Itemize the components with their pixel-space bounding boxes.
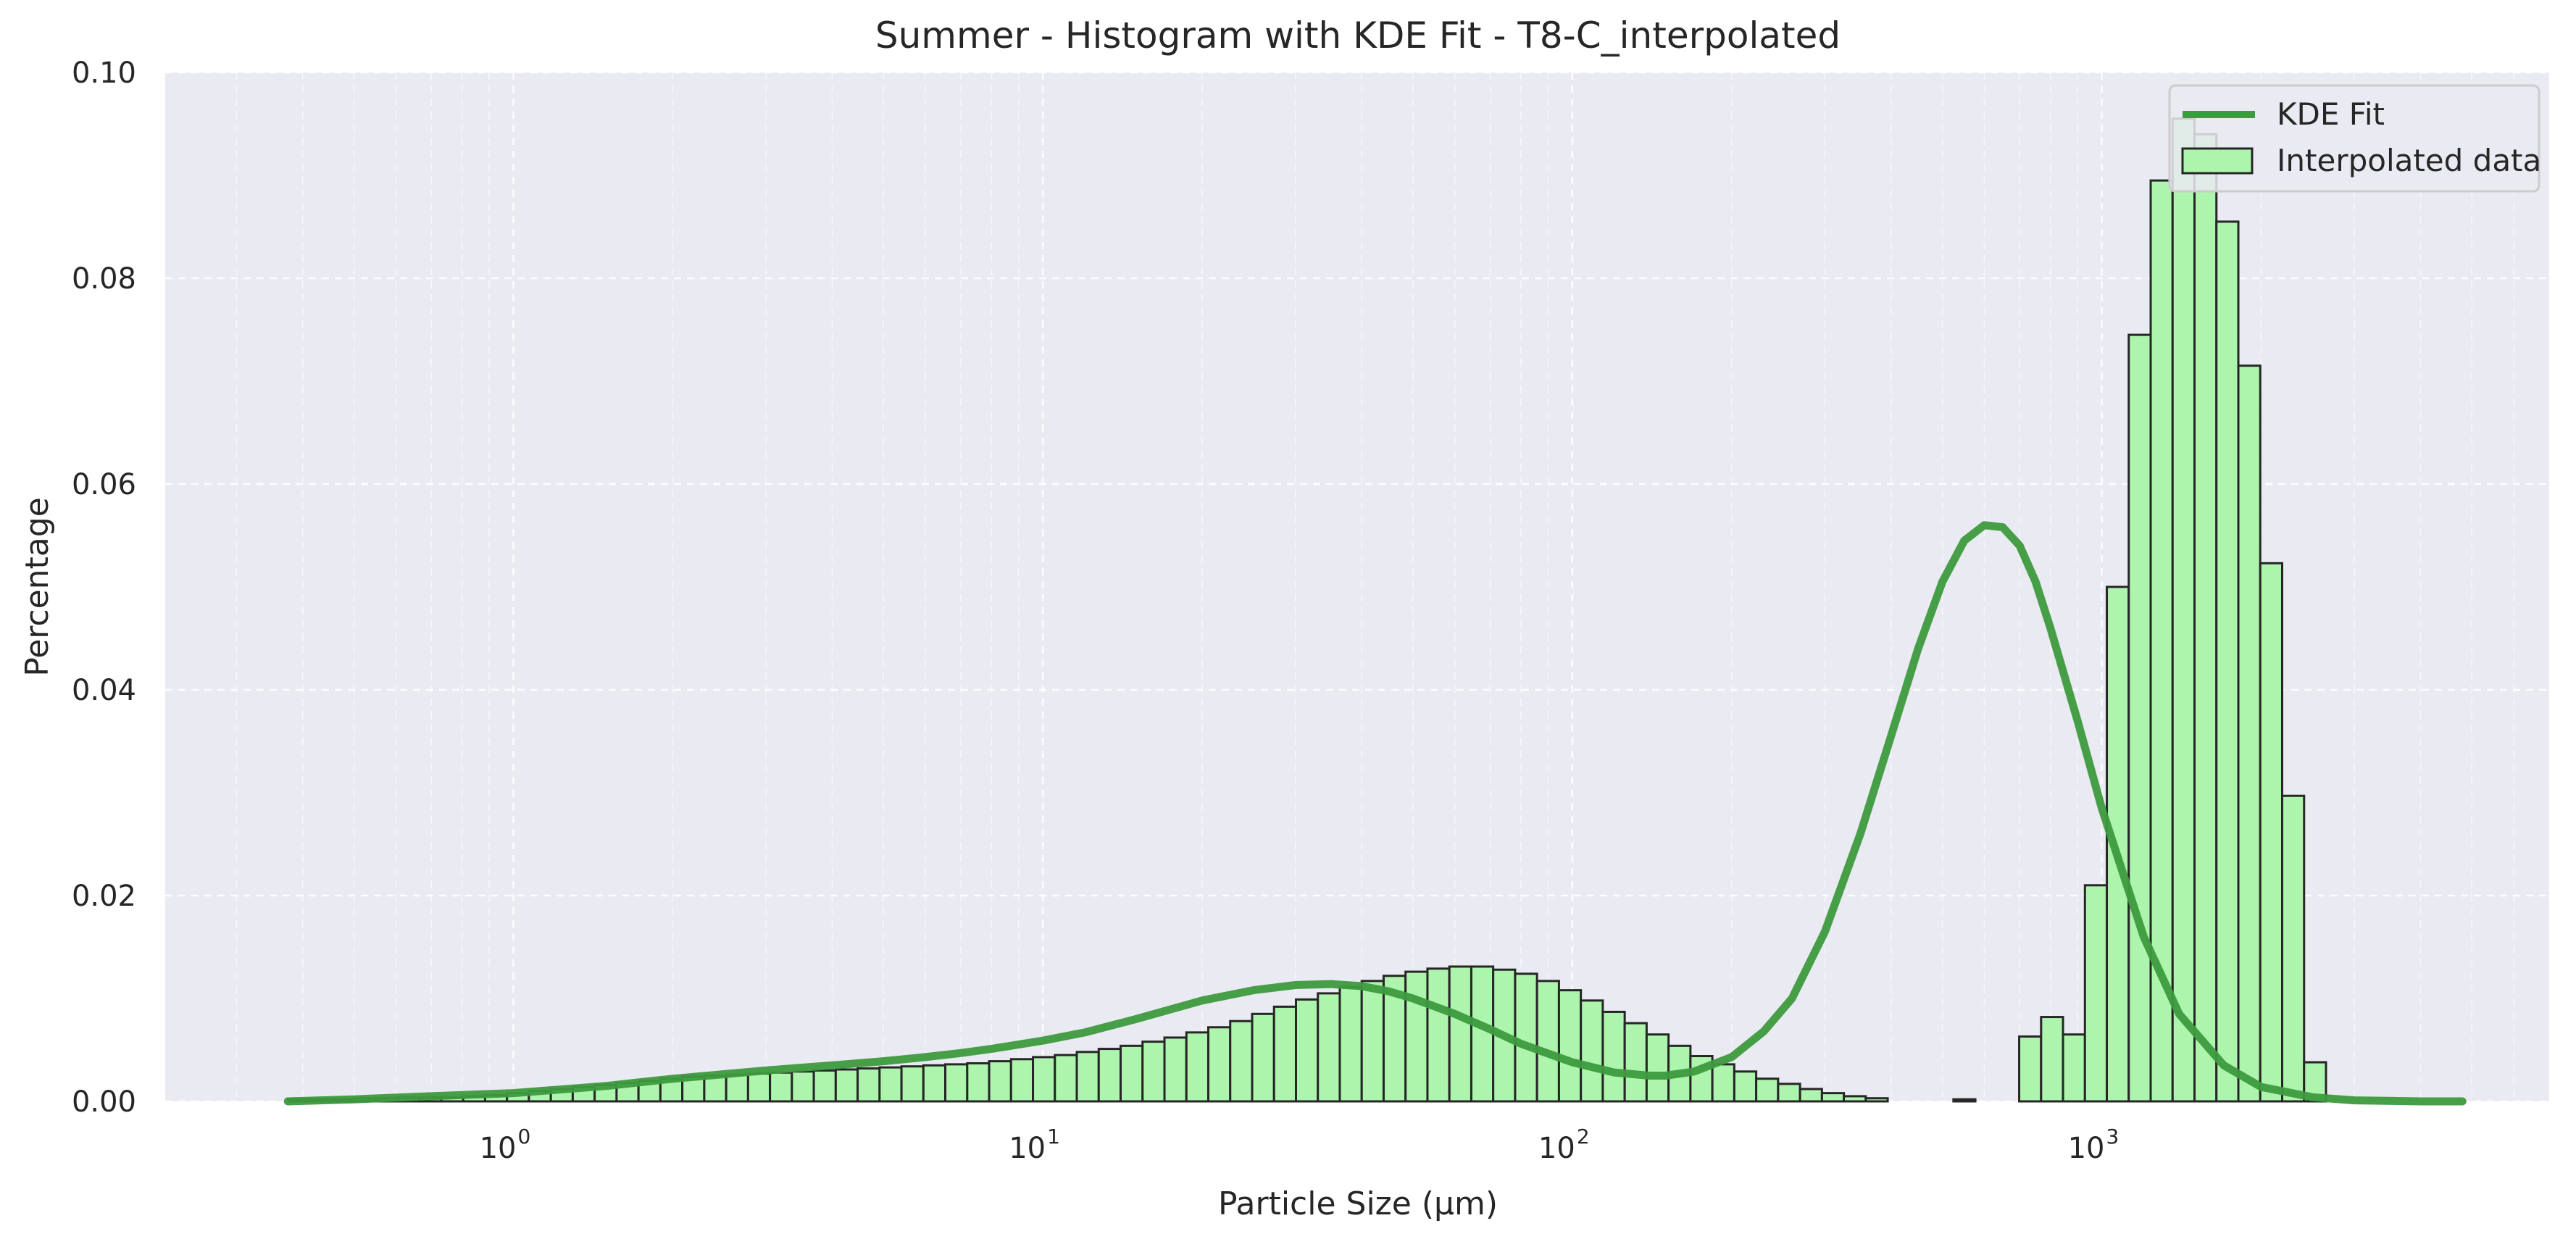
histogram-bar (1097, 1048, 1122, 1103)
histogram-bar (1338, 985, 1363, 1103)
histogram-bar (1448, 965, 1472, 1103)
y-tick-label: 0.10 (72, 57, 136, 90)
x-tick-label: 10 3 (2068, 1125, 2119, 1165)
histogram-bar (1294, 998, 1320, 1103)
histogram-bar (1952, 1098, 1977, 1103)
histogram-bar (2280, 794, 2306, 1103)
histogram-bar (2237, 364, 2262, 1103)
chart-title: Summer - Histogram with KDE Fit - T8-C_i… (875, 14, 1841, 57)
histogram-bar (966, 1062, 991, 1103)
y-tick-label: 0.04 (72, 674, 136, 707)
histogram-bar (988, 1060, 1012, 1103)
histogram-bar (1733, 1070, 1758, 1103)
histogram-bar (812, 1069, 837, 1103)
x-tick-base: 10 (2068, 1132, 2105, 1165)
histogram-bar (725, 1073, 749, 1103)
y-axis-label: Percentage (19, 497, 56, 677)
histogram-bar (1426, 967, 1451, 1103)
y-tick-label: 0.08 (72, 262, 136, 296)
histogram-bar (1777, 1083, 1801, 1103)
histogram-bar (1755, 1077, 1780, 1103)
histogram-bar (2062, 1033, 2086, 1103)
x-tick-base: 10 (480, 1132, 517, 1165)
y-tick-label: 0.00 (72, 1085, 136, 1119)
histogram-bar (1580, 999, 1604, 1103)
histogram-bar (1557, 989, 1583, 1103)
y-axis-ticks: 0.00 0.02 0.04 0.06 0.08 0.10 (72, 57, 136, 1119)
histogram-bar (1601, 1010, 1626, 1103)
histogram-bar (791, 1070, 815, 1103)
histogram-bar (2127, 333, 2152, 1103)
histogram-bar (2018, 1035, 2043, 1103)
x-tick-label: 10 0 (480, 1125, 531, 1165)
legend-histogram-label: Interpolated data (2277, 143, 2541, 178)
kde-fit (283, 521, 2467, 1106)
histogram-bar (2193, 133, 2218, 1103)
histogram-bar (1864, 1097, 1889, 1103)
histogram-bar (1404, 970, 1429, 1103)
histogram-bar (878, 1066, 903, 1103)
histogram-bar (922, 1064, 947, 1103)
histogram-bar (1317, 992, 1341, 1103)
histogram-bar (834, 1068, 859, 1103)
x-tick-label: 10 2 (1538, 1125, 1590, 1165)
histogram-bar (944, 1063, 969, 1103)
histogram-bar (900, 1065, 925, 1103)
histogram-bar (1470, 965, 1495, 1103)
histogram-bar (2259, 562, 2283, 1103)
histogram-bar (1251, 1012, 1275, 1103)
legend-box (2168, 84, 2540, 193)
histogram-bar (1820, 1092, 1846, 1103)
histogram-bar (1163, 1036, 1188, 1103)
histogram-bar (1711, 1063, 1735, 1103)
histogram-bar (1623, 1022, 1648, 1103)
x-tick-exponent: 0 (517, 1125, 530, 1148)
x-tick-label: 10 1 (1009, 1125, 1060, 1165)
histogram-bar (1360, 980, 1385, 1103)
histogram-bar (1535, 980, 1560, 1103)
histogram-bar (2083, 884, 2109, 1103)
histogram-bar (1075, 1051, 1100, 1103)
histogram-bar (2171, 117, 2196, 1103)
histogram-bar (1798, 1088, 1823, 1103)
x-axis-ticks: 10 0 10 1 10 2 10 3 (480, 1125, 2119, 1165)
x-tick-base: 10 (1009, 1132, 1046, 1165)
histogram-bar (1514, 972, 1538, 1103)
legend-kde-label: KDE Fit (2277, 96, 2385, 132)
histogram-bar (1207, 1026, 1232, 1103)
x-tick-base: 10 (1538, 1132, 1575, 1165)
histogram-bar (1032, 1056, 1056, 1103)
histogram-bar (1185, 1031, 1210, 1103)
y-tick-label: 0.06 (72, 468, 136, 501)
histogram-bar (769, 1071, 793, 1103)
histogram-bar (1272, 1005, 1297, 1103)
histogram-bar (1141, 1040, 1166, 1103)
histogram-bar (1054, 1054, 1078, 1103)
x-tick-exponent: 2 (1577, 1125, 1590, 1148)
histogram-bar (746, 1072, 772, 1103)
histogram-bar (1843, 1095, 1867, 1103)
histogram-bar (2215, 220, 2240, 1103)
legend-histogram-swatch (2181, 147, 2254, 175)
histogram-bar (1120, 1044, 1144, 1103)
y-tick-label: 0.02 (72, 880, 136, 913)
histogram-bar (2149, 179, 2174, 1103)
histogram-bar (1645, 1033, 1670, 1103)
x-axis-label: Particle Size (μm) (1218, 1185, 1498, 1222)
kde-line (283, 521, 2467, 1106)
histogram-bar (1009, 1058, 1035, 1103)
histogram-bar (856, 1067, 881, 1103)
legend: KDE Fit Interpolated data (2168, 84, 2541, 193)
histogram-bar (1229, 1019, 1254, 1103)
histogram-bar (2040, 1016, 2064, 1103)
x-tick-exponent: 3 (2106, 1125, 2119, 1148)
x-tick-exponent: 1 (1047, 1125, 1060, 1148)
